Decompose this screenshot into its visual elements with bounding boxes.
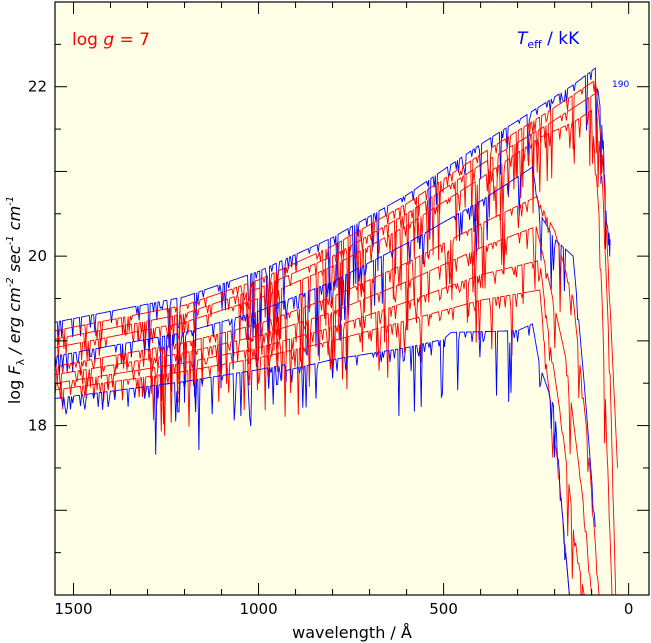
series-line-5 <box>55 196 600 595</box>
teff-t: T <box>517 29 529 49</box>
x-tick-label-1500: 1500 <box>54 600 92 618</box>
ylabel-exp3: -1 <box>5 196 16 206</box>
logg-prefix: log <box>72 30 103 50</box>
ylabel-sec: sec <box>5 245 24 277</box>
y-tick-label-22: 22 <box>28 78 47 96</box>
series-line-8 <box>55 289 570 595</box>
tick-layer: 1500 1000 500 0 18 20 22 <box>28 1 649 618</box>
ylabel-exp2: -1 <box>5 235 16 245</box>
logg-annotation: log g = 7 <box>72 30 150 50</box>
ylabel-pre: log <box>5 375 24 404</box>
x-tick-label-500: 500 <box>429 600 458 618</box>
series-line-7 <box>55 260 585 595</box>
plot-background <box>55 2 649 595</box>
teff-suffix: / kK <box>542 29 580 49</box>
label-190: 190 <box>612 80 629 90</box>
x-tick-label-1000: 1000 <box>239 600 277 618</box>
ylabel-f: F <box>5 365 24 375</box>
series-line-6 <box>55 226 593 595</box>
series-line-9 <box>55 323 570 595</box>
y-tick-label-20: 20 <box>28 247 47 265</box>
y-axis-title: log Fλ / erg cm-2 sec-1 cm-1 <box>5 196 27 404</box>
series-layer <box>55 67 618 595</box>
ylabel-cm: cm <box>5 206 24 235</box>
ylabel-lambda: λ <box>14 358 27 365</box>
teff-annotation: Teff / kK <box>517 29 580 51</box>
ylabel-exp1: -2 <box>5 277 16 287</box>
series-line-4 <box>55 166 596 528</box>
y-tick-label-18: 18 <box>28 417 47 435</box>
ylabel-units: / erg cm <box>5 287 24 359</box>
logg-suffix: = 7 <box>114 30 150 50</box>
series-line-2 <box>55 92 617 595</box>
teff-sub: eff <box>527 38 542 51</box>
series-line-3 <box>55 109 613 595</box>
logg-g: g <box>103 30 114 50</box>
x-axis-title: wavelength / Å <box>292 623 412 642</box>
x-tick-label-0: 0 <box>624 600 634 618</box>
